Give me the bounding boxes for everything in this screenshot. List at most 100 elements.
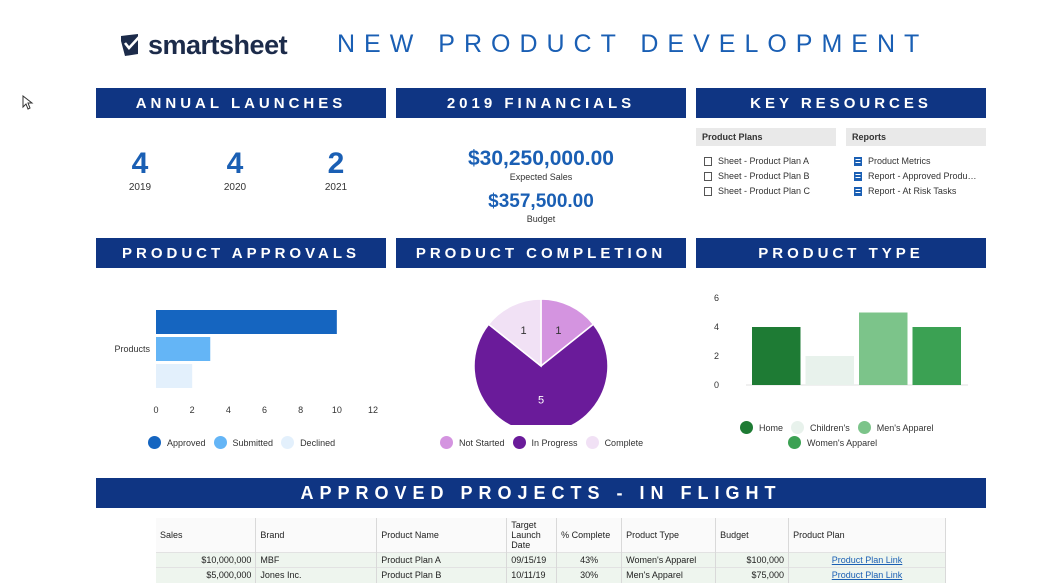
- legend-complete: Complete: [585, 436, 643, 449]
- legend-childrens: Children's: [791, 421, 850, 434]
- legend-label: Men's Apparel: [876, 422, 934, 433]
- legend-label: Declined: [300, 437, 336, 448]
- table-cell: $10,000,000: [156, 552, 257, 568]
- y-tick-label: 0: [714, 380, 719, 390]
- expected-sales-value: $30,250,000.00: [468, 147, 614, 170]
- product-approvals-header: PRODUCT APPROVALS: [96, 238, 386, 268]
- smartsheet-logo-icon: [121, 34, 141, 56]
- resource-link-label: Sheet - Product Plan C: [718, 186, 811, 196]
- column-header[interactable]: Brand: [255, 518, 378, 553]
- completion-legend: Not Started In Progress Complete: [440, 436, 651, 449]
- report-icon: [854, 171, 862, 181]
- launch-year: 2020: [223, 182, 247, 193]
- column-header[interactable]: Target Launch Date: [506, 518, 558, 553]
- x-tick-label: 8: [298, 405, 303, 415]
- resource-link-label: Product Metrics: [868, 156, 931, 166]
- resource-link[interactable]: Sheet - Product Plan A: [696, 156, 836, 166]
- table-cell: Women's Apparel: [621, 552, 717, 568]
- launch-year: 2021: [324, 182, 348, 193]
- resource-link[interactable]: Product Metrics: [846, 156, 986, 166]
- womens-swatch: [788, 436, 801, 449]
- product-plans-list: Product Plans Sheet - Product Plan A She…: [696, 128, 836, 196]
- not-started-swatch: [440, 436, 453, 449]
- product-plan-link[interactable]: Product Plan Link: [831, 570, 903, 581]
- y-tick-label: 4: [714, 322, 719, 332]
- key-resources-header: KEY RESOURCES: [696, 88, 986, 118]
- launch-year: 2019: [128, 182, 152, 193]
- launch-metric-2021: 2 2021: [306, 148, 366, 194]
- table-cell: $5,000,000: [156, 567, 257, 583]
- column-header[interactable]: Product Plan: [788, 518, 946, 553]
- launch-count: 4: [226, 147, 244, 180]
- table-cell: Product Plan B: [376, 567, 508, 583]
- approved-swatch: [148, 436, 161, 449]
- column-header[interactable]: % Complete: [556, 518, 623, 553]
- approvals-legend: Approved Submitted Declined: [148, 436, 343, 449]
- legend-submitted: Submitted: [213, 436, 273, 449]
- resource-link[interactable]: Report - Approved Produ…: [846, 171, 986, 181]
- x-tick-label: 6: [262, 405, 267, 415]
- legend-approved: Approved: [148, 436, 206, 449]
- pie-slice-complete: [487, 298, 542, 368]
- table-cell: 10/11/19: [506, 567, 558, 583]
- column-header[interactable]: Budget: [715, 518, 790, 553]
- pie-data-label: 5: [538, 395, 544, 407]
- resource-link-label: Sheet - Product Plan B: [718, 171, 810, 181]
- resource-link[interactable]: Sheet - Product Plan C: [696, 186, 836, 196]
- report-icon: [854, 156, 862, 166]
- home-swatch: [740, 421, 753, 434]
- resource-link-label: Report - Approved Produ…: [868, 171, 977, 181]
- table-header-row: Sales Brand Product Name Target Launch D…: [156, 518, 946, 553]
- childrens-swatch: [791, 421, 805, 434]
- table-cell: Product Plan Link: [788, 567, 946, 583]
- resource-link-label: Sheet - Product Plan A: [718, 156, 810, 166]
- launch-count: 4: [131, 147, 149, 180]
- resource-link[interactable]: Report - At Risk Tasks: [846, 186, 986, 196]
- resource-link-label: Report - At Risk Tasks: [868, 186, 957, 196]
- pie-data-label: 1: [520, 325, 526, 337]
- approved-projects-header: APPROVED PROJECTS - IN FLIGHT: [96, 478, 986, 508]
- x-tick-label: 12: [368, 405, 378, 415]
- pie-data-label: 1: [555, 325, 561, 337]
- x-tick-label: 0: [153, 405, 158, 415]
- product-type-header: PRODUCT TYPE: [696, 238, 986, 268]
- legend-in-progress: In Progress: [512, 436, 578, 449]
- category-label: Products: [114, 344, 150, 354]
- legend-label: Approved: [167, 437, 206, 448]
- report-icon: [854, 186, 862, 196]
- sheet-icon: [704, 171, 712, 181]
- declined-swatch: [281, 436, 295, 449]
- legend-declined: Declined: [281, 436, 335, 449]
- legend-label: Women's Apparel: [807, 437, 878, 448]
- resource-link[interactable]: Sheet - Product Plan B: [696, 171, 836, 181]
- product-completion-chart: 1 5 1: [473, 298, 609, 425]
- table-cell: 30%: [556, 567, 623, 583]
- column-header[interactable]: Product Name: [376, 518, 508, 553]
- column-header[interactable]: Product Type: [621, 518, 717, 553]
- table-cell: Men's Apparel: [621, 567, 717, 583]
- mens-swatch: [857, 421, 871, 434]
- expected-sales-label: Expected Sales: [509, 172, 573, 182]
- product-plan-link[interactable]: Product Plan Link: [831, 555, 903, 565]
- pie-slice-in-progress: [473, 323, 609, 425]
- table-cell: MBF: [255, 552, 378, 568]
- table-cell: 09/15/19: [506, 552, 558, 568]
- table-row: $5,000,000 Jones Inc. Product Plan B 10/…: [156, 567, 946, 583]
- legend-label: Not Started: [459, 437, 505, 448]
- sheet-icon: [704, 156, 712, 166]
- budget-label: Budget: [526, 214, 556, 224]
- type-legend-row-1: Home Children's Men's Apparel: [740, 421, 942, 434]
- mouse-cursor-icon: [22, 95, 34, 110]
- in-progress-swatch: [512, 436, 526, 449]
- bar-home: [752, 327, 801, 385]
- bar-women-s-apparel: [912, 327, 961, 385]
- bar-men-s-apparel: [859, 312, 908, 385]
- smartsheet-logo: smartsheet: [120, 30, 288, 60]
- reports-list: Reports Product Metrics Report - Approve…: [846, 128, 986, 196]
- legend-not-started: Not Started: [440, 436, 505, 449]
- legend-label: Children's: [810, 422, 850, 433]
- reports-heading: Reports: [846, 128, 986, 146]
- page-title: NEW PRODUCT DEVELOPMENT: [337, 30, 929, 58]
- sheet-icon: [704, 186, 712, 196]
- column-header[interactable]: Sales: [156, 518, 257, 553]
